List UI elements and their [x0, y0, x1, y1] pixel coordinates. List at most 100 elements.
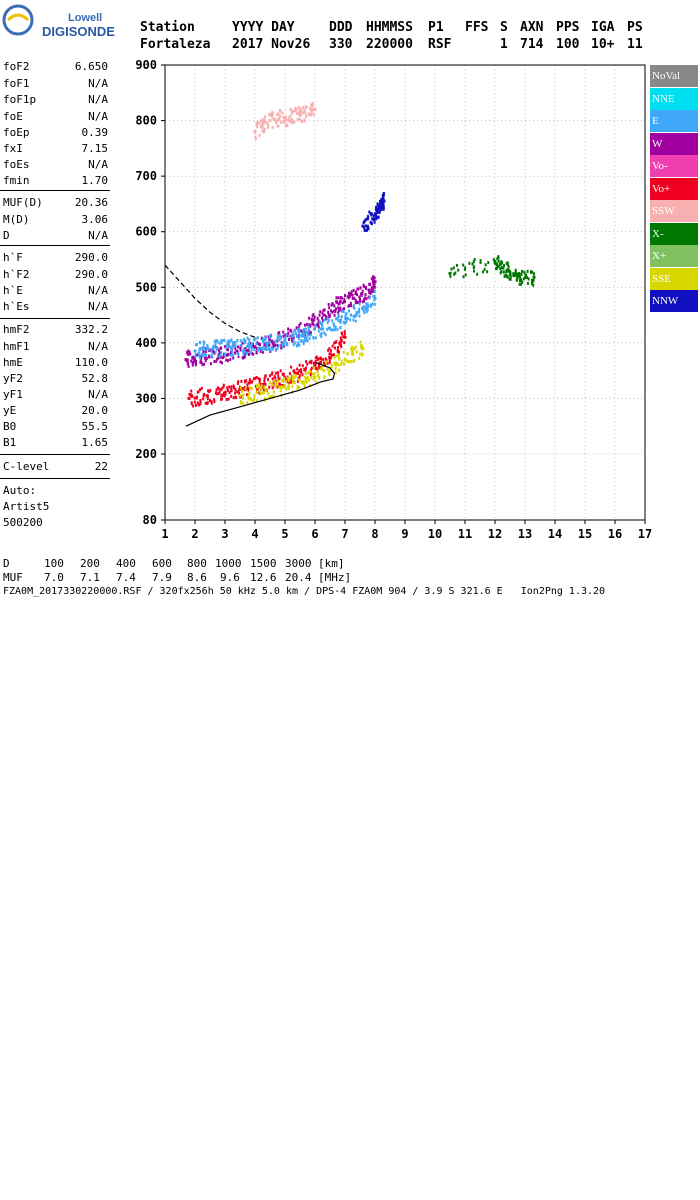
point-w	[364, 293, 367, 297]
point-sse	[276, 379, 279, 383]
point-x-	[531, 281, 534, 285]
param-label: foE	[3, 110, 23, 123]
point-vo-	[334, 340, 337, 344]
point-x-	[473, 258, 476, 262]
point-vo-	[337, 345, 340, 349]
point-vo-	[241, 386, 245, 390]
point-e	[268, 340, 271, 344]
header-label: S	[500, 20, 508, 35]
point-w	[370, 288, 373, 292]
point-w	[241, 356, 244, 360]
point-w	[287, 331, 290, 335]
point-w	[373, 280, 377, 284]
point-sse	[358, 356, 361, 360]
point-nnw	[380, 207, 383, 211]
point-nnw	[361, 224, 365, 228]
header-value: 220000	[366, 37, 413, 52]
point-w	[246, 349, 249, 353]
point-vo-	[255, 375, 258, 379]
point-w	[272, 345, 275, 349]
point-sse	[350, 350, 353, 354]
point-w	[328, 306, 331, 310]
point-x-	[472, 260, 475, 264]
point-e	[301, 334, 305, 338]
point-w	[258, 343, 261, 347]
param-label: MUF(D)	[3, 196, 43, 209]
point-nnw	[381, 197, 384, 201]
divider	[0, 454, 110, 455]
point-sse	[343, 358, 347, 362]
legend-item-ssw: SSW	[650, 200, 698, 222]
point-ssw	[310, 113, 313, 117]
point-sse	[270, 395, 273, 399]
point-e	[352, 314, 355, 318]
point-vo-	[298, 369, 301, 373]
point-w	[370, 285, 373, 289]
point-e	[335, 317, 338, 321]
logo: Lowell DIGISONDE	[0, 0, 130, 45]
point-vo-	[234, 387, 237, 391]
point-w	[229, 351, 232, 355]
point-nnw	[363, 226, 366, 230]
param-label: B1	[3, 436, 17, 449]
point-w	[203, 356, 206, 360]
point-sse	[361, 352, 364, 356]
param-value: 3.06	[81, 213, 109, 226]
point-x-	[503, 274, 506, 278]
point-e	[372, 294, 375, 298]
point-ssw	[300, 109, 303, 113]
point-e	[327, 326, 330, 330]
point-w	[263, 343, 266, 347]
point-e	[195, 343, 198, 347]
point-w	[191, 356, 194, 360]
point-vo-	[263, 379, 266, 383]
point-x-	[522, 277, 525, 281]
point-sse	[324, 360, 327, 364]
point-sse	[256, 391, 259, 395]
point-e	[306, 339, 309, 343]
point-w	[311, 322, 314, 326]
point-w	[298, 323, 301, 327]
point-e	[344, 314, 347, 318]
point-w	[252, 345, 255, 349]
point-x-	[492, 258, 495, 262]
point-e	[323, 318, 326, 322]
point-ssw	[261, 123, 264, 127]
x-tick-label: 1	[161, 527, 168, 541]
point-e	[278, 338, 281, 342]
point-vo-	[234, 391, 237, 395]
point-w	[282, 334, 285, 338]
point-w	[243, 355, 246, 359]
point-e	[303, 332, 306, 336]
point-ssw	[271, 115, 274, 119]
point-sse	[303, 384, 306, 388]
point-w	[306, 322, 309, 326]
point-e	[230, 348, 233, 352]
point-x-	[508, 277, 511, 281]
point-ssw	[311, 102, 314, 106]
point-e	[262, 345, 265, 349]
point-ssw	[279, 109, 282, 113]
header-value: 100	[556, 37, 580, 52]
point-w	[267, 335, 270, 339]
point-e	[354, 313, 357, 317]
point-sse	[264, 389, 267, 393]
point-w	[201, 363, 204, 367]
point-vo-	[247, 381, 250, 385]
point-w	[202, 350, 205, 354]
point-e	[214, 342, 217, 346]
point-e	[285, 333, 288, 337]
x-tick-label: 14	[548, 527, 562, 541]
point-w	[199, 360, 202, 364]
point-w	[343, 294, 346, 298]
point-e	[227, 339, 230, 343]
point-vo-	[343, 330, 346, 334]
point-e	[261, 348, 264, 352]
point-e	[340, 318, 343, 322]
point-vo-	[188, 393, 191, 397]
point-nnw	[380, 198, 383, 202]
point-e	[200, 352, 203, 356]
point-e	[312, 335, 315, 339]
point-sse	[359, 344, 362, 348]
point-e	[330, 328, 333, 332]
